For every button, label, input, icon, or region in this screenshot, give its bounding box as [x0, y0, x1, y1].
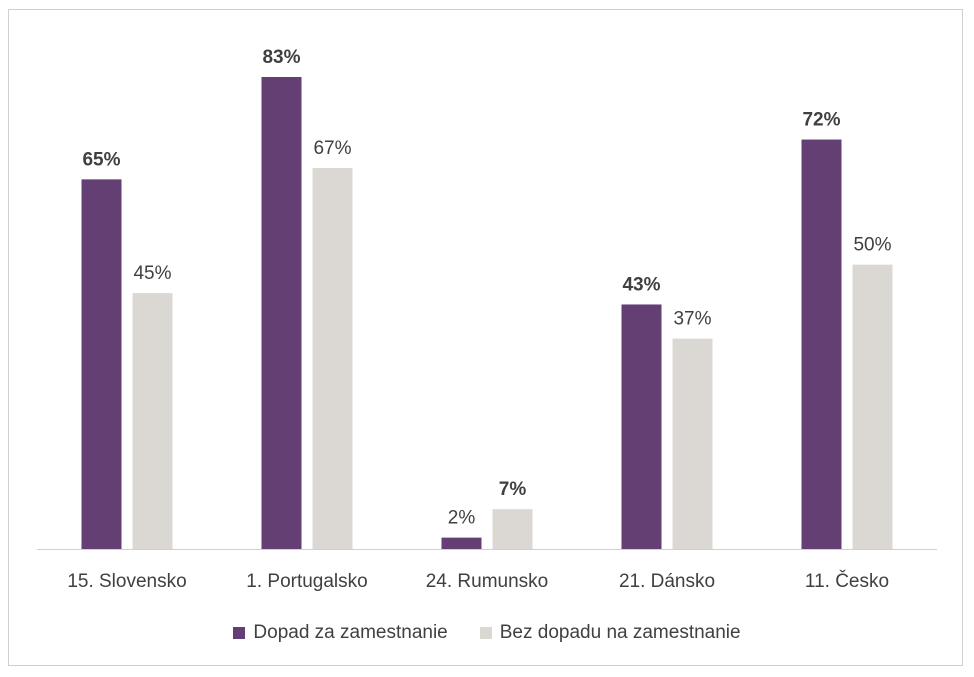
- bar-series-2-5: [852, 264, 893, 549]
- bar-series-2-2: [312, 167, 353, 549]
- bar-series-1-3: [441, 537, 482, 549]
- bar-series-2-1: [132, 293, 173, 549]
- legend-swatch-series-2: [479, 627, 492, 639]
- data-label-series-2-1: 45%: [133, 263, 171, 284]
- x-tick-label-2: 1. Portugalsko: [246, 571, 367, 592]
- x-tick-label-4: 21. Dánsko: [619, 571, 715, 592]
- legend-swatch-series-1: [233, 627, 246, 639]
- data-label-series-2-5: 50%: [853, 235, 891, 256]
- legend-item-series-2: Bez dopadu na zamestnanie: [479, 622, 741, 644]
- x-tick-label-1: 15. Slovensko: [67, 571, 186, 592]
- data-label-series-2-2: 67%: [313, 138, 351, 159]
- legend-label-series-2: Bez dopadu na zamestnanie: [499, 622, 741, 643]
- data-label-series-1-1: 65%: [82, 149, 120, 170]
- bar-series-2-4: [672, 338, 713, 549]
- bar-series-1-5: [801, 139, 842, 550]
- bar-series-1-1: [81, 179, 122, 549]
- data-label-series-1-5: 72%: [802, 110, 840, 131]
- bar-series-1-2: [261, 77, 302, 549]
- data-label-series-2-3: 7%: [499, 479, 527, 500]
- x-tick-label-3: 24. Rumunsko: [426, 571, 549, 592]
- legend: Dopad za zamestnanie Bez dopadu na zames…: [0, 620, 974, 646]
- data-label-series-2-4: 37%: [673, 309, 711, 330]
- bar-series-2-3: [492, 509, 533, 549]
- bar-series-1-4: [621, 304, 662, 549]
- data-label-series-1-3: 2%: [448, 508, 476, 529]
- data-label-series-1-4: 43%: [622, 274, 660, 295]
- legend-item-series-1: Dopad za zamestnanie: [233, 622, 448, 644]
- data-label-series-1-2: 83%: [262, 47, 300, 68]
- x-tick-label-5: 11. Česko: [805, 570, 889, 592]
- legend-label-series-1: Dopad za zamestnanie: [253, 622, 448, 643]
